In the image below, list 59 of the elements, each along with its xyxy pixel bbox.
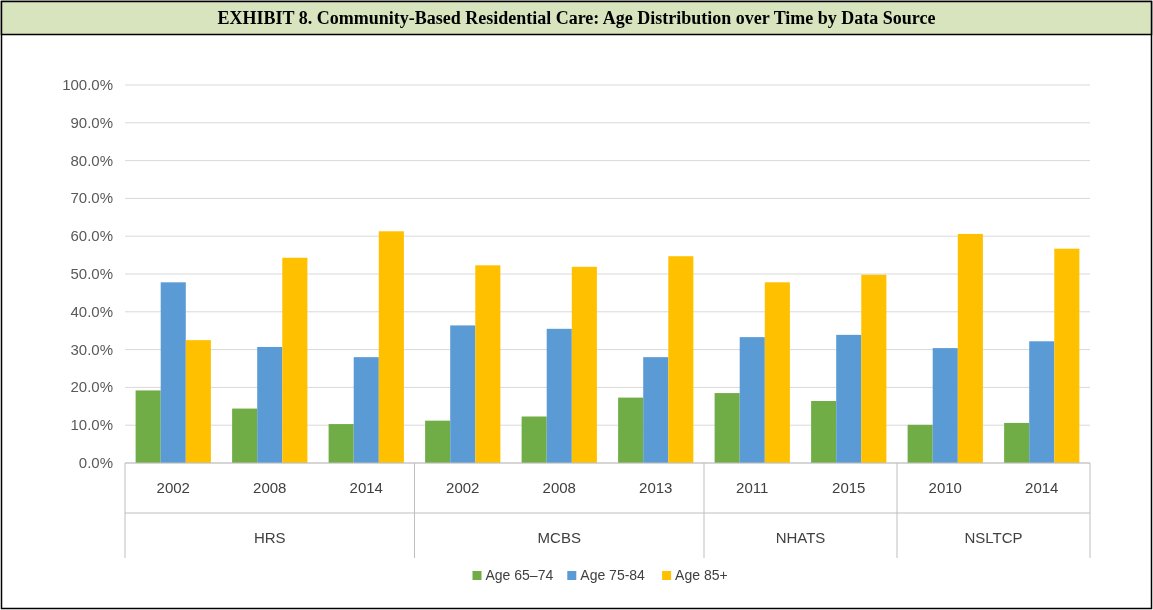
bar bbox=[739, 337, 765, 463]
x-tick-label: 2014 bbox=[349, 479, 383, 496]
text: HRS bbox=[253, 529, 286, 546]
y-tick-label: 60.0% bbox=[70, 227, 113, 245]
bar bbox=[521, 416, 547, 463]
bar bbox=[932, 348, 958, 463]
bar bbox=[714, 393, 740, 463]
y-tick-label: 50.0% bbox=[70, 265, 113, 282]
bar bbox=[425, 420, 451, 463]
legend-label: Age 75-84 bbox=[580, 567, 646, 583]
y-tick-label: 80.0% bbox=[70, 151, 113, 169]
x-tick-label: 2011 bbox=[736, 479, 769, 496]
bar bbox=[907, 424, 933, 463]
bar bbox=[160, 282, 186, 463]
x-tick-label: 2013 bbox=[639, 479, 673, 496]
bar bbox=[643, 357, 669, 463]
y-tick-label: 70.0% bbox=[70, 189, 113, 207]
y-tick-label: 0.0% bbox=[78, 454, 113, 471]
bar bbox=[257, 346, 283, 463]
y-tick-label: 20.0% bbox=[70, 378, 113, 396]
bar bbox=[1054, 248, 1080, 463]
legend-label: Age 65–74 bbox=[485, 567, 554, 583]
y-tick-label: 100.0% bbox=[62, 76, 113, 93]
text: NHATS bbox=[775, 529, 826, 546]
bar bbox=[328, 424, 354, 463]
chart-title: EXHIBIT 8. Community-Based Residential Care: Age Distribution over Time by Data Source bbox=[217, 8, 936, 28]
bar bbox=[1004, 422, 1030, 463]
bar bbox=[764, 282, 790, 463]
text: NSLTCP bbox=[964, 529, 1023, 546]
bar bbox=[450, 325, 476, 463]
x-tick-label: 2010 bbox=[928, 479, 962, 496]
bar bbox=[185, 340, 211, 463]
bar bbox=[571, 266, 597, 463]
bar bbox=[282, 257, 308, 463]
text: MCBS bbox=[537, 529, 581, 546]
bar bbox=[957, 233, 983, 463]
x-tick-label: 2002 bbox=[156, 479, 190, 496]
bar bbox=[861, 274, 887, 463]
y-tick-label: 10.0% bbox=[70, 416, 113, 434]
bar bbox=[378, 231, 404, 463]
y-tick-label: 30.0% bbox=[70, 340, 113, 358]
x-tick-label: 2014 bbox=[1025, 479, 1059, 496]
bar bbox=[353, 357, 379, 463]
x-tick-label: 2002 bbox=[446, 479, 480, 496]
bar bbox=[232, 408, 258, 463]
y-tick-label: 40.0% bbox=[70, 302, 113, 320]
bar bbox=[1029, 341, 1055, 463]
bar bbox=[546, 328, 572, 463]
bar bbox=[475, 265, 501, 463]
bar bbox=[135, 390, 161, 463]
bar bbox=[836, 334, 862, 463]
bar bbox=[618, 397, 644, 463]
y-tick-label: 90.0% bbox=[70, 113, 113, 131]
x-tick-label: 2015 bbox=[832, 479, 866, 496]
x-tick-label: 2008 bbox=[542, 479, 576, 496]
bar bbox=[811, 401, 837, 463]
legend-label: Age 85+ bbox=[675, 567, 728, 583]
x-tick-label: 2008 bbox=[253, 479, 287, 496]
bar bbox=[668, 256, 694, 463]
